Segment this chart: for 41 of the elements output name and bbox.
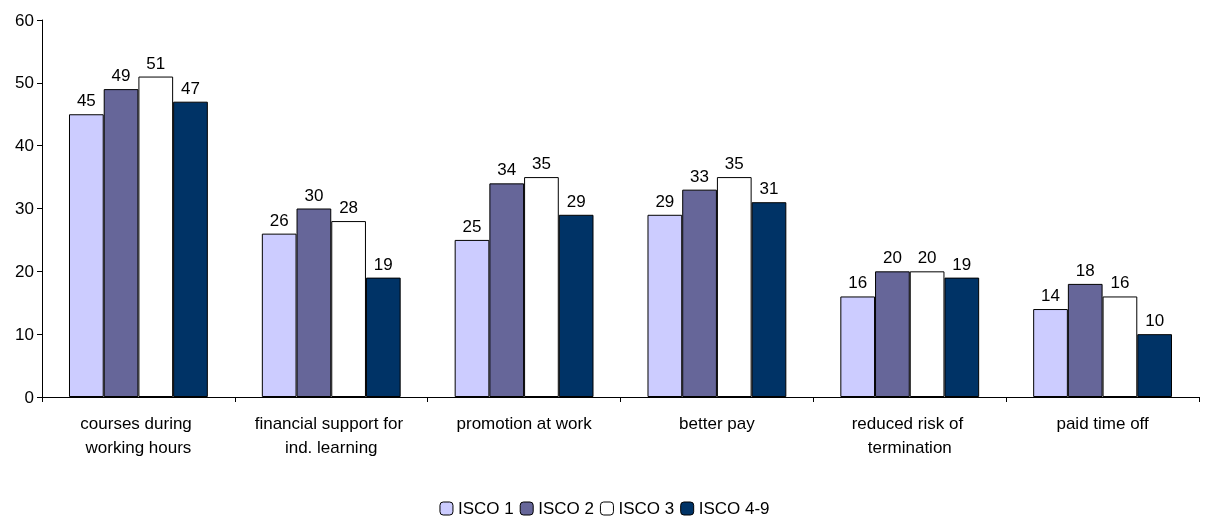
data-label: 29 <box>655 191 675 211</box>
data-label: 47 <box>181 78 200 98</box>
data-label: 26 <box>269 210 289 230</box>
data-label: 31 <box>759 179 779 199</box>
data-label: 10 <box>1145 311 1165 331</box>
data-label: 16 <box>1110 273 1130 293</box>
y-tick-label: 0 <box>24 387 34 407</box>
data-label: 30 <box>304 185 324 205</box>
data-label: 51 <box>146 53 166 73</box>
data-label: 18 <box>1075 260 1095 280</box>
legend-label: ISCO 4-9 <box>698 499 770 518</box>
x-tick-label: paid time off <box>1056 413 1150 433</box>
data-label: 28 <box>339 198 359 218</box>
data-label: 29 <box>566 191 586 211</box>
data-label: 35 <box>531 154 551 174</box>
data-label: 19 <box>373 254 393 274</box>
y-tick-label: 40 <box>15 136 34 156</box>
y-tick-label: 50 <box>15 73 34 93</box>
x-tick-label: reduced risk of termination <box>851 413 968 457</box>
x-tick-label: financial support for ind. learning <box>254 413 408 457</box>
data-label: 25 <box>462 216 482 236</box>
y-tick-label: 60 <box>15 10 34 30</box>
data-label: 35 <box>724 154 744 174</box>
data-label: 20 <box>882 248 902 268</box>
y-tick-label: 20 <box>15 261 34 281</box>
data-label: 16 <box>848 273 868 293</box>
data-label: 34 <box>497 160 517 180</box>
data-label: 14 <box>1041 286 1060 306</box>
data-label: 33 <box>690 166 710 186</box>
data-label: 20 <box>917 248 937 268</box>
x-tick-label: better pay <box>679 413 756 433</box>
data-label: 19 <box>952 254 972 274</box>
y-tick-label: 30 <box>15 199 34 218</box>
data-label: 45 <box>76 91 96 111</box>
legend-label: ISCO 2 <box>538 499 594 518</box>
y-tick-label: 10 <box>15 324 34 344</box>
x-tick-label: promotion at work <box>456 413 593 433</box>
legend-label: ISCO 1 <box>457 499 514 518</box>
legend-label: ISCO 3 <box>618 499 675 518</box>
x-tick-label: courses during working hours <box>80 413 197 457</box>
data-label: 49 <box>111 66 131 86</box>
